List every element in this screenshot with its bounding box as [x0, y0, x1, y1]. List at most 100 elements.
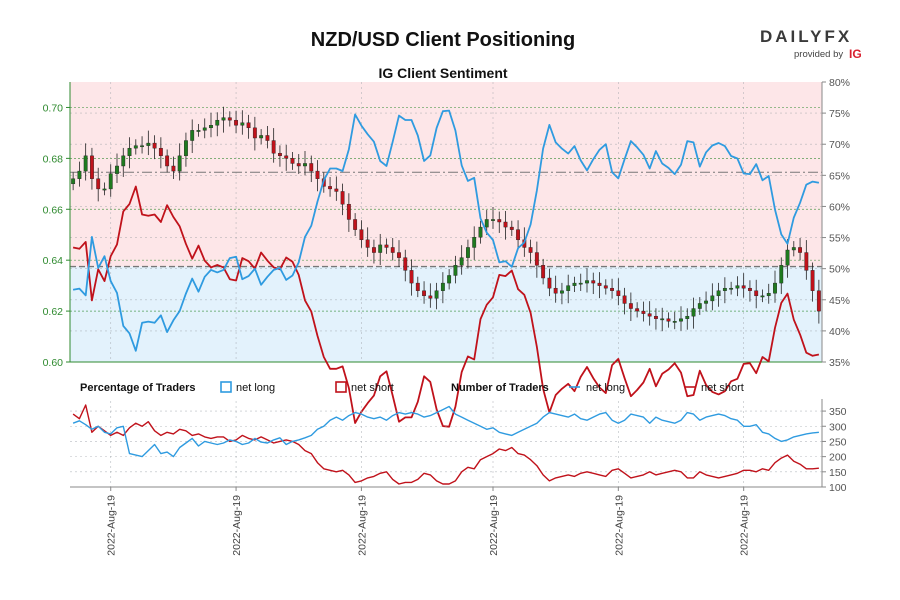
traders-tick-label: 200	[829, 452, 847, 464]
candle-down	[798, 247, 802, 253]
candle-down	[754, 290, 759, 297]
candle-up	[710, 295, 715, 302]
candle-up	[190, 130, 195, 141]
logo-main-text: DAILYFX	[760, 27, 852, 46]
candle-up	[466, 247, 470, 258]
candle-up	[184, 140, 188, 157]
legend: Percentage of Traders net long net short…	[80, 381, 744, 394]
candle-down	[397, 252, 401, 258]
candle-up	[209, 125, 213, 129]
percentage-tick-label: 55%	[829, 233, 850, 245]
candle-up	[102, 188, 107, 191]
candle-up	[697, 303, 702, 309]
candle-down	[359, 229, 364, 241]
candle-up	[672, 321, 677, 323]
candle-up	[585, 280, 589, 284]
candle-down	[415, 282, 420, 291]
candle-down	[654, 315, 658, 319]
price-tick-label: 0.70	[43, 102, 64, 114]
candle-down	[409, 270, 414, 284]
candle-down	[346, 203, 351, 220]
candle-down	[528, 247, 533, 253]
candle-up	[240, 122, 245, 126]
logo-sub-text: provided by	[794, 49, 843, 60]
candle-down	[271, 140, 276, 154]
candle-down	[234, 119, 238, 126]
candle-up	[729, 287, 734, 290]
traders-tick-label: 250	[829, 436, 847, 448]
candle-down	[96, 178, 101, 190]
candle-up	[472, 237, 477, 248]
candle-down	[541, 265, 546, 279]
candle-up	[434, 290, 439, 299]
traders-tick-label: 100	[829, 482, 847, 494]
legend-percentage-heading: Percentage of Traders	[80, 382, 196, 394]
candle-up	[140, 145, 144, 148]
candle-down	[365, 239, 370, 248]
candle-down	[610, 287, 614, 291]
candle-up	[71, 178, 76, 185]
candle-up	[202, 127, 207, 131]
candle-down	[428, 295, 433, 299]
traders-grid	[70, 399, 823, 488]
candle-down	[328, 186, 332, 190]
legend-num-long-label: net long	[586, 382, 625, 394]
candle-up	[108, 173, 113, 190]
candle-down	[334, 188, 339, 192]
price-tick-label: 0.62	[43, 306, 64, 318]
candle-up	[785, 249, 790, 266]
percentage-tick-label: 40%	[829, 326, 850, 338]
candle-up	[484, 219, 489, 228]
chart-subtitle: IG Client Sentiment	[378, 65, 507, 81]
candle-down	[816, 290, 821, 312]
candle-down	[309, 163, 314, 172]
candle-down	[422, 290, 426, 297]
percentage-tick-label: 45%	[829, 295, 850, 307]
percentage-tick-label: 70%	[829, 139, 850, 151]
num-net-short-line	[72, 404, 819, 485]
candle-up	[121, 155, 126, 167]
candle-up	[566, 285, 571, 291]
candle-up	[215, 119, 220, 126]
legend-num-short-label: net short	[701, 382, 744, 394]
traders-lines	[72, 404, 819, 485]
candle-up	[146, 142, 151, 146]
candle-up	[560, 290, 564, 294]
candle-down	[616, 290, 621, 297]
candle-up	[127, 147, 132, 157]
traders-tick-label: 300	[829, 421, 847, 433]
date-tick-label: 2022-Aug-19	[356, 495, 368, 556]
traders-axis: 100 150 200 250 300 350	[822, 406, 847, 494]
candle-up	[791, 247, 796, 251]
candle-down	[384, 244, 389, 248]
candle-up	[704, 300, 708, 304]
percentage-tick-label: 50%	[829, 264, 850, 276]
candle-down	[628, 303, 633, 309]
candle-up	[133, 145, 138, 149]
candle-down	[547, 277, 552, 289]
price-axis: 0.60 0.62 0.64 0.66 0.68 0.70	[43, 102, 70, 369]
candle-up	[491, 219, 495, 221]
candle-down	[403, 257, 408, 271]
candle-up	[196, 130, 201, 132]
percentage-tick-label: 60%	[829, 201, 850, 213]
number-of-traders-panel: 100 150 200 250 300 350	[70, 399, 847, 494]
candle-down	[509, 226, 514, 230]
candle-down	[390, 247, 395, 253]
price-tick-label: 0.60	[43, 357, 64, 369]
candle-up	[440, 282, 445, 291]
candle-up	[459, 257, 464, 266]
candle-up	[177, 155, 182, 172]
candle-up	[572, 282, 577, 286]
legend-number-heading: Number of Traders	[451, 382, 549, 394]
legend-pct-short-swatch	[335, 381, 347, 393]
percentage-tick-label: 65%	[829, 170, 850, 182]
candle-down	[622, 295, 627, 304]
candle-down	[296, 163, 301, 167]
candle-up	[779, 265, 784, 284]
candle-up	[760, 295, 765, 298]
candle-down	[741, 285, 746, 289]
date-tick-label: 2022-Aug-19	[613, 495, 625, 556]
candle-down	[641, 310, 646, 314]
